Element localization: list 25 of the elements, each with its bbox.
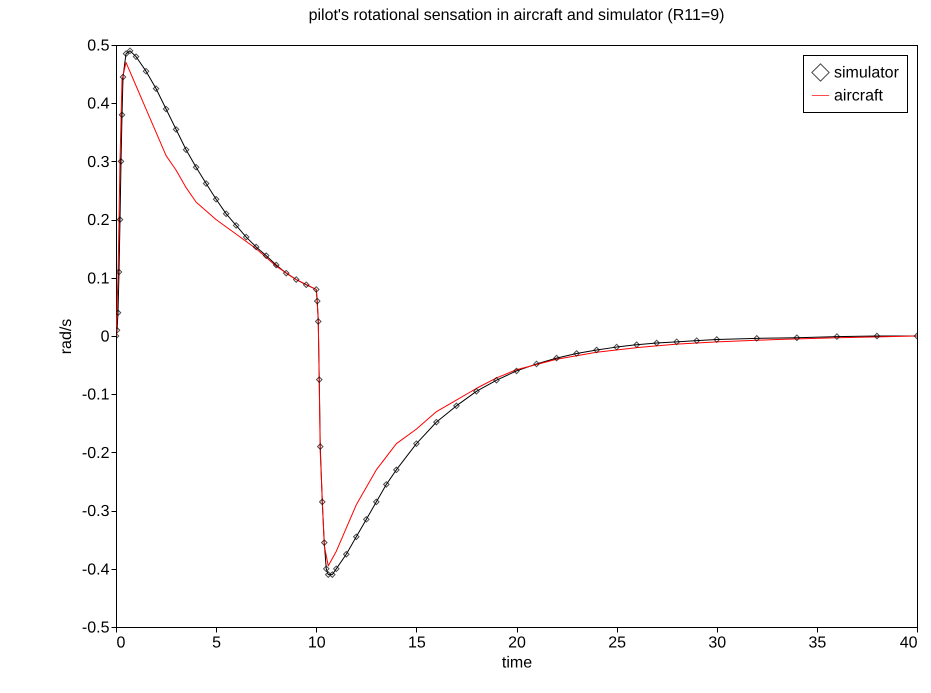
y-tick-label: -0.5 xyxy=(82,620,110,636)
y-tick-label: 0.2 xyxy=(87,212,110,230)
x-tick-label: 5 xyxy=(212,634,222,652)
x-tick-label: 0 xyxy=(116,634,126,652)
x-tick-label: 10 xyxy=(308,634,326,652)
legend-label: aircraft xyxy=(834,88,884,104)
y-tick-label: 0 xyxy=(100,328,110,346)
y-tick-label: 0.4 xyxy=(87,96,110,113)
x-tick-label: 20 xyxy=(508,634,526,652)
x-tick-label: 30 xyxy=(708,634,726,652)
y-tick-label: -0.2 xyxy=(82,444,110,462)
chart-title: pilot's rotational sensation in aircraft and simulator (R11=9) xyxy=(308,7,724,24)
y-tick-label: 0.5 xyxy=(87,38,110,54)
x-axis-title: time xyxy=(502,654,532,672)
x-tick-label: 40 xyxy=(900,634,918,652)
x-tick-label: 25 xyxy=(608,634,626,652)
legend-label: simulator xyxy=(834,64,900,82)
y-tick-label: 0.1 xyxy=(87,270,110,288)
x-tick-label: 15 xyxy=(408,634,426,652)
y-tick-label: -0.4 xyxy=(82,561,110,578)
y-tick-label: -0.3 xyxy=(82,503,110,520)
x-tick-label: 35 xyxy=(808,634,826,652)
y-axis-title: rad/s xyxy=(58,318,75,354)
y-tick-label: 0.3 xyxy=(87,154,110,171)
y-tick-label: -0.1 xyxy=(82,386,110,404)
